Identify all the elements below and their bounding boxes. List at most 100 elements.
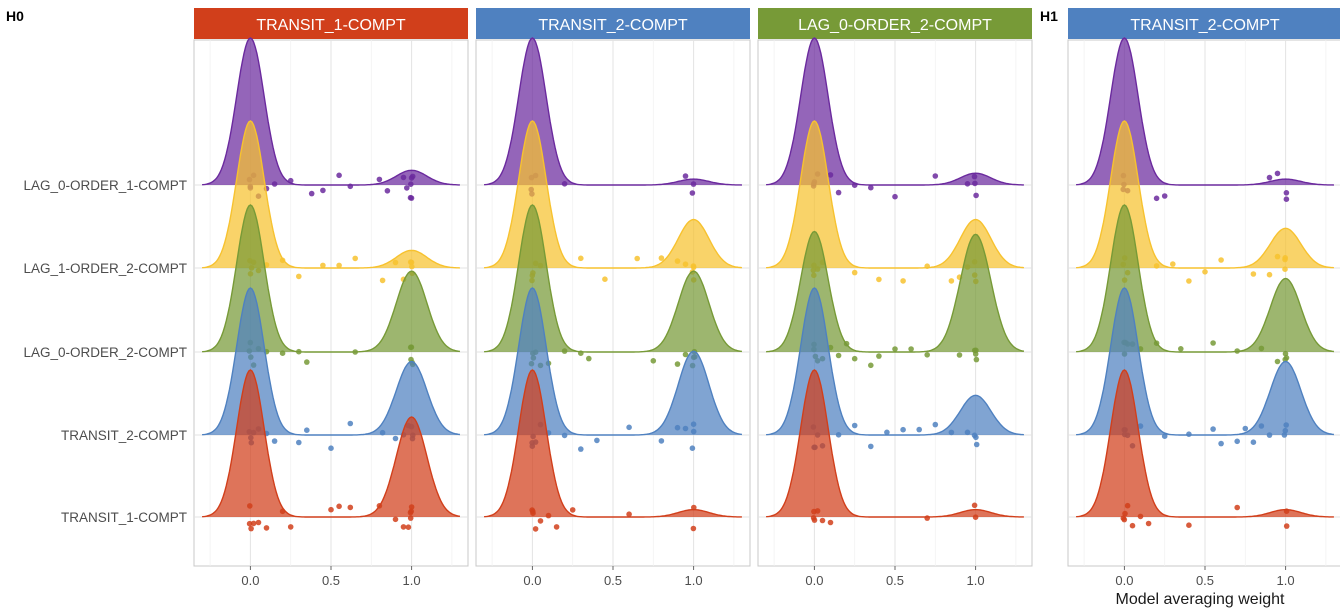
facet-strip-label: TRANSIT_1-COMPT xyxy=(256,17,406,34)
y-axis-label-transit-1-compt: TRANSIT_1-COMPT xyxy=(61,510,187,525)
data-point-lag-0-order-1-compt xyxy=(690,181,697,187)
data-point-lag-1-order-2-compt xyxy=(1218,257,1224,263)
ridge-transit-2-compt xyxy=(484,288,742,435)
data-point-lag-0-order-1-compt xyxy=(973,192,979,199)
data-point-transit-1-compt xyxy=(405,524,412,530)
data-point-lag-0-order-2-compt xyxy=(876,353,882,359)
x-tick-label: 1.0 xyxy=(967,573,985,588)
y-axis-label-lag-1-order-2-compt: LAG_1-ORDER_2-COMPT xyxy=(23,261,187,276)
data-point-lag-0-order-2-compt xyxy=(892,346,898,352)
data-point-transit-1-compt xyxy=(626,511,632,517)
data-point-lag-0-order-1-compt xyxy=(1266,174,1273,181)
data-point-transit-2-compt xyxy=(347,420,354,427)
data-point-transit-1-compt xyxy=(1122,510,1128,517)
data-point-transit-2-compt xyxy=(1242,425,1249,432)
data-point-transit-2-compt xyxy=(1282,427,1289,434)
data-point-transit-1-compt xyxy=(819,517,826,524)
data-point-lag-1-order-2-compt xyxy=(296,273,302,280)
ridge-outline-lag-1-order-2-compt xyxy=(766,120,1024,269)
data-point-lag-1-order-2-compt xyxy=(1282,266,1288,273)
data-point-transit-2-compt xyxy=(900,426,906,433)
data-point-transit-2-compt xyxy=(1283,422,1289,428)
data-point-lag-0-order-1-compt xyxy=(964,181,971,187)
data-point-transit-1-compt xyxy=(1283,508,1290,514)
data-point-transit-1-compt xyxy=(376,503,383,509)
facet-strip xyxy=(476,8,750,39)
data-point-transit-1-compt xyxy=(814,508,821,514)
data-point-lag-0-order-1-compt xyxy=(408,195,415,201)
data-point-transit-2-compt xyxy=(868,443,874,450)
data-point-transit-2-compt xyxy=(884,429,890,436)
ridge-outline-lag-0-order-2-compt xyxy=(202,204,460,353)
data-point-transit-1-compt xyxy=(250,520,257,527)
x-tick-label: 0.0 xyxy=(1115,573,1133,588)
data-point-lag-0-order-1-compt xyxy=(689,190,696,196)
x-axis-title-h1: Model averaging weight xyxy=(1116,591,1286,608)
x-tick-label: 0.0 xyxy=(523,573,541,588)
data-point-lag-0-order-2-compt xyxy=(924,352,930,358)
data-point-transit-2-compt xyxy=(932,421,939,428)
data-point-transit-2-compt xyxy=(916,426,922,433)
data-point-transit-2-compt xyxy=(1161,433,1168,440)
data-point-lag-1-order-2-compt xyxy=(900,278,906,284)
data-point-lag-0-order-1-compt xyxy=(1283,190,1290,196)
ridge-lag-0-order-1-compt xyxy=(1076,38,1334,185)
data-point-lag-0-order-1-compt xyxy=(561,181,568,187)
data-point-transit-2-compt xyxy=(1210,426,1216,432)
data-point-transit-1-compt xyxy=(1129,522,1136,529)
data-point-transit-1-compt xyxy=(248,525,254,532)
data-point-lag-1-order-2-compt xyxy=(320,262,326,269)
data-point-transit-1-compt xyxy=(246,520,253,527)
data-point-transit-2-compt xyxy=(1258,423,1265,429)
data-point-lag-0-order-1-compt xyxy=(404,185,410,191)
data-point-lag-0-order-1-compt xyxy=(682,173,689,179)
data-point-lag-0-order-2-compt xyxy=(279,350,286,357)
data-point-lag-1-order-2-compt xyxy=(658,255,665,261)
data-point-transit-2-compt xyxy=(1250,439,1257,446)
data-point-lag-0-order-1-compt xyxy=(308,190,315,197)
data-point-transit-1-compt xyxy=(1137,513,1144,520)
data-point-transit-1-compt xyxy=(1145,520,1152,527)
data-point-lag-0-order-1-compt xyxy=(971,173,978,180)
data-point-lag-0-order-2-compt xyxy=(1274,358,1281,365)
data-point-transit-2-compt xyxy=(1281,432,1288,438)
data-point-lag-0-order-1-compt xyxy=(336,172,342,179)
data-point-transit-2-compt xyxy=(1266,432,1273,438)
data-point-lag-1-order-2-compt xyxy=(851,269,858,276)
data-point-transit-2-compt xyxy=(1186,431,1192,438)
data-point-transit-2-compt xyxy=(1218,440,1224,447)
x-tick-label: 1.0 xyxy=(1277,573,1295,588)
data-point-transit-1-compt xyxy=(1124,502,1131,509)
data-point-transit-1-compt xyxy=(811,517,818,523)
facet-strip xyxy=(1068,8,1340,39)
data-point-transit-2-compt xyxy=(561,432,568,439)
data-point-lag-1-order-2-compt xyxy=(352,255,359,262)
data-point-lag-0-order-1-compt xyxy=(409,173,416,180)
group-label-h1: H1 xyxy=(1040,8,1058,24)
data-point-lag-1-order-2-compt xyxy=(924,263,930,270)
data-point-transit-2-compt xyxy=(835,432,842,438)
ridge-transit-1-compt xyxy=(484,370,742,517)
ridge-outline-transit-2-compt xyxy=(484,287,742,436)
ridge-outline-transit-1-compt xyxy=(202,369,460,518)
data-point-lag-0-order-2-compt xyxy=(973,356,980,363)
ridge-transit-2-compt xyxy=(1076,288,1334,435)
data-point-transit-1-compt xyxy=(336,503,342,510)
data-point-lag-0-order-1-compt xyxy=(400,174,407,181)
data-point-lag-0-order-1-compt xyxy=(320,187,326,194)
data-point-transit-2-compt xyxy=(682,425,689,432)
data-point-lag-1-order-2-compt xyxy=(690,264,697,271)
data-point-transit-1-compt xyxy=(569,507,576,513)
data-point-transit-2-compt xyxy=(690,428,697,435)
data-point-transit-2-compt xyxy=(578,446,584,452)
data-point-transit-1-compt xyxy=(287,524,294,530)
data-point-lag-0-order-1-compt xyxy=(1283,196,1290,202)
data-point-transit-1-compt xyxy=(263,525,270,531)
data-point-transit-2-compt xyxy=(971,432,978,439)
data-point-lag-0-order-1-compt xyxy=(851,182,858,188)
ridge-transit-2-compt xyxy=(766,288,1024,435)
ridge-lag-1-order-2-compt xyxy=(484,121,742,268)
ridge-lag-1-order-2-compt xyxy=(1076,121,1334,268)
panel-1: TRANSIT_1-COMPT 0.0 0.5 1.0 xyxy=(193,8,469,588)
y-axis-label-lag-0-order-2-compt: LAG_0-ORDER_2-COMPT xyxy=(23,345,187,360)
